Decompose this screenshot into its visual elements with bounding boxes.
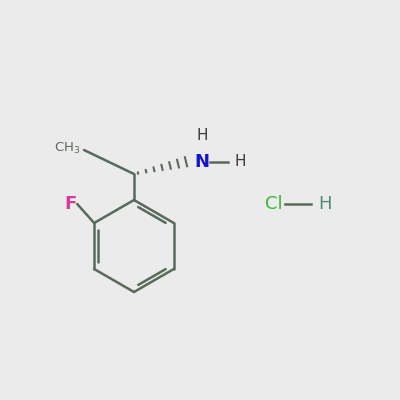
Text: H: H <box>196 128 208 144</box>
Text: H: H <box>234 154 246 170</box>
Text: N: N <box>194 153 210 171</box>
Text: H: H <box>318 195 332 213</box>
Text: CH$_3$: CH$_3$ <box>54 141 81 156</box>
Text: Cl: Cl <box>265 195 283 213</box>
Text: F: F <box>64 195 76 213</box>
